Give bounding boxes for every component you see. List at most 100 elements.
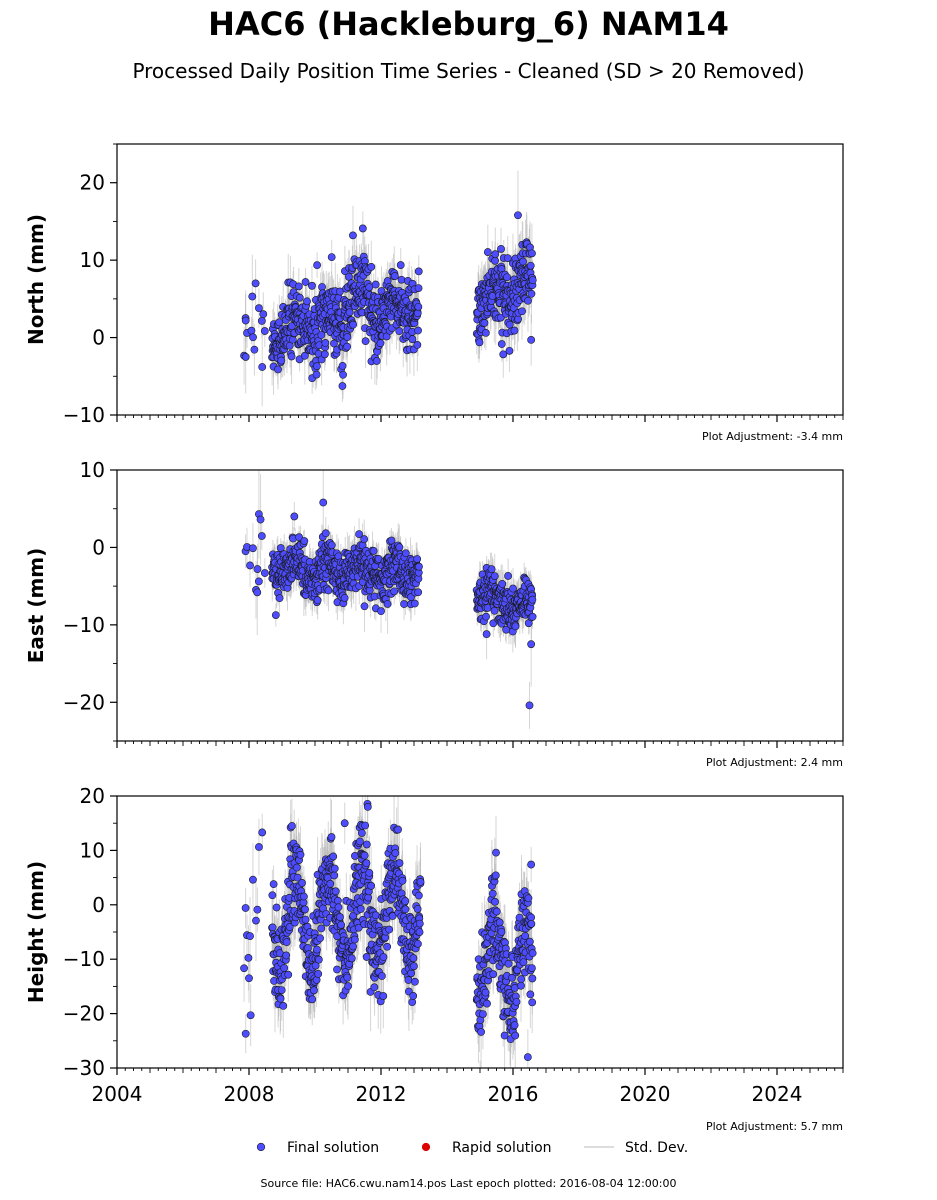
data-point [518,308,525,315]
data-point [483,631,490,638]
axes-frame [117,144,843,415]
y-tick-label: 0 [92,535,105,559]
data-point [252,917,259,924]
data-point [414,327,421,334]
data-point [249,876,256,883]
data-point [415,284,422,291]
data-point [272,611,279,618]
data-point [259,363,266,370]
data-point [503,274,510,281]
data-point [276,319,283,326]
data-point [320,499,327,506]
data-point [276,595,283,602]
data-point [249,334,256,341]
data-point [339,362,346,369]
data-point [281,964,288,971]
data-point [344,343,351,350]
data-point [402,897,409,904]
y-tick-label: 20 [80,171,105,195]
data-point [349,232,356,239]
data-point [313,262,320,269]
data-point [283,939,290,946]
data-point [528,290,535,297]
data-point [351,936,358,943]
data-point [366,869,373,876]
data-point [310,987,317,994]
data-point [308,282,315,289]
data-point [524,297,531,304]
data-point [254,565,261,572]
data-point [269,924,276,931]
data-point [255,843,262,850]
data-point [341,594,348,601]
y-tick-label: 10 [80,458,105,482]
data-point [283,952,290,959]
data-point [371,984,378,991]
data-point [378,972,385,979]
y-axis-label: North (mm) [24,214,48,345]
data-point [315,970,322,977]
data-point [327,880,334,887]
data-point [335,904,342,911]
data-point [362,338,369,345]
data-point [240,965,247,972]
data-point [315,956,322,963]
data-point [302,916,309,923]
data-point [301,537,308,544]
data-point [362,822,369,829]
data-point [391,272,398,279]
data-point [344,333,351,340]
data-point [242,317,249,324]
data-point [339,382,346,389]
data-point [415,303,422,310]
data-point [373,357,380,364]
plot-adjustment-note: Plot Adjustment: 2.4 mm [706,756,843,769]
data-point [528,641,535,648]
data-point [278,986,285,993]
chart-panel-1: −20 −10 0 10 East (mm) Plot Adjustment: 2.4 m… [24,457,843,769]
data-point [280,1002,287,1009]
data-point [255,578,262,585]
data-point [349,943,356,950]
data-point [414,555,421,562]
data-point [313,946,320,953]
data-point [331,865,338,872]
data-point [527,262,534,269]
data-point [512,623,519,630]
data-point [277,995,284,1002]
data-point [313,363,320,370]
data-point [245,954,252,961]
data-point [398,276,405,283]
data-point [415,563,422,570]
data-point [301,906,308,913]
data-point [332,888,339,895]
data-point [363,953,370,960]
data-point [248,327,255,334]
data-point [415,589,422,596]
data-point [293,864,300,871]
data-point [348,955,355,962]
data-point [363,860,370,867]
data-point [344,974,351,981]
data-point [295,283,302,290]
data-point [363,841,370,848]
data-point [372,281,379,288]
data-point [257,516,264,523]
data-point [361,603,368,610]
data-point [330,853,337,860]
data-point [328,254,335,261]
data-point [394,826,401,833]
data-point [309,996,316,1003]
data-point [302,278,309,285]
data-point [361,536,368,543]
data-point [377,608,384,615]
data-point [322,339,329,346]
data-point [251,346,258,353]
data-point [339,371,346,378]
data-point [331,872,338,879]
data-point [336,913,343,920]
data-point [303,298,310,305]
data-point [366,284,373,291]
data-point [291,513,298,520]
